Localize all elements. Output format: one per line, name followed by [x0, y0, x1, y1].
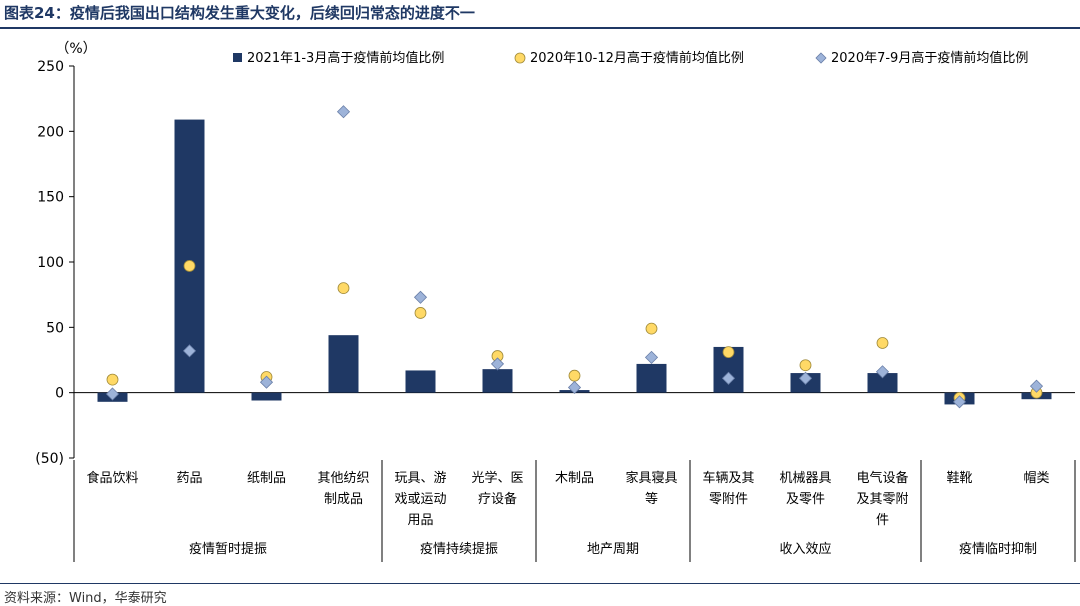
category-label: 件: [876, 513, 889, 528]
diamond-point: [875, 365, 890, 379]
circle-point: [876, 337, 889, 349]
diamond-point: [336, 105, 351, 119]
category-label: 光学、医: [471, 470, 523, 486]
y-tick-label: 100: [37, 255, 64, 271]
legend-circle-swatch: [514, 52, 526, 64]
y-tick-label: 150: [37, 190, 64, 206]
diamond-point: [721, 371, 736, 385]
diamond-point: [182, 344, 197, 358]
category-label: 车辆及其: [702, 470, 754, 486]
category-label: 制成品: [324, 492, 363, 507]
diamond-point: [259, 375, 274, 389]
category-label: 家具寝具: [625, 470, 677, 486]
circle-point: [799, 359, 812, 372]
category-label: 及其零附: [856, 492, 908, 507]
circle-point: [568, 369, 581, 382]
category-label: 药品: [176, 471, 202, 486]
category-label: 帽类: [1023, 470, 1049, 486]
legend-circle-label: 2020年10-12月高于疫情前均值比例: [530, 50, 744, 66]
y-tick-label: 0: [55, 386, 64, 402]
circle-point: [183, 260, 196, 272]
circle-point: [645, 322, 658, 335]
legend-diamond-swatch: [815, 52, 827, 64]
category-label: 及零件: [786, 492, 825, 507]
category-label: 用品: [407, 513, 433, 528]
circle-point: [337, 282, 350, 295]
title-rule: [0, 27, 1080, 29]
diamond-point: [644, 350, 659, 364]
y-tick-label: 200: [37, 124, 64, 140]
diamond-point: [952, 395, 967, 409]
category-label: 疗设备: [478, 491, 517, 507]
bar: [867, 373, 898, 393]
group-label: 疫情临时抑制: [959, 541, 1037, 557]
legend-bar-swatch: [233, 53, 242, 62]
legend-bar-label: 2021年1-3月高于疫情前均值比例: [247, 50, 444, 66]
category-label: 纸制品: [247, 471, 286, 486]
circle-point: [722, 346, 735, 359]
y-axis-unit: （%）: [55, 41, 96, 57]
y-tick-label: 250: [37, 59, 64, 75]
bar: [405, 370, 436, 393]
diamond-point: [567, 380, 582, 395]
category-label: 其他纺织: [317, 471, 369, 486]
group-label: 地产周期: [587, 542, 639, 557]
category-label: 玩具、游: [394, 471, 446, 486]
category-label: 零附件: [709, 492, 748, 507]
category-label: 电气设备: [856, 470, 908, 486]
bar: [482, 369, 513, 393]
circle-point: [414, 307, 427, 319]
category-label: 戏或运动: [394, 492, 446, 507]
bar: [251, 392, 282, 401]
circle-point: [106, 373, 119, 386]
category-label: 等: [645, 491, 658, 507]
bar: [328, 335, 359, 393]
category-label: 食品饮料: [86, 470, 138, 486]
category-label: 鞋靴: [946, 470, 972, 486]
group-label: 疫情持续提振: [420, 541, 498, 557]
diamond-point: [490, 357, 505, 371]
source-rule: [0, 583, 1080, 584]
bar: [636, 363, 667, 393]
legend-diamond-label: 2020年7-9月高于疫情前均值比例: [831, 50, 1028, 66]
y-tick-label: 50: [46, 320, 64, 336]
diamond-point: [1029, 379, 1044, 393]
category-label: 木制品: [555, 471, 594, 486]
category-label: 机械器具: [779, 471, 831, 486]
diamond-point: [105, 387, 120, 401]
group-label: 疫情暂时提振: [189, 541, 267, 557]
group-label: 收入效应: [779, 541, 831, 557]
chart-title: 图表24：疫情后我国出口结构发生重大变化，后续回归常态的进度不一: [4, 4, 475, 22]
y-tick-label: (50): [35, 451, 64, 467]
diamond-point: [413, 290, 428, 304]
source-note: 资料来源：Wind，华泰研究: [4, 591, 167, 606]
diamond-point: [798, 371, 813, 385]
